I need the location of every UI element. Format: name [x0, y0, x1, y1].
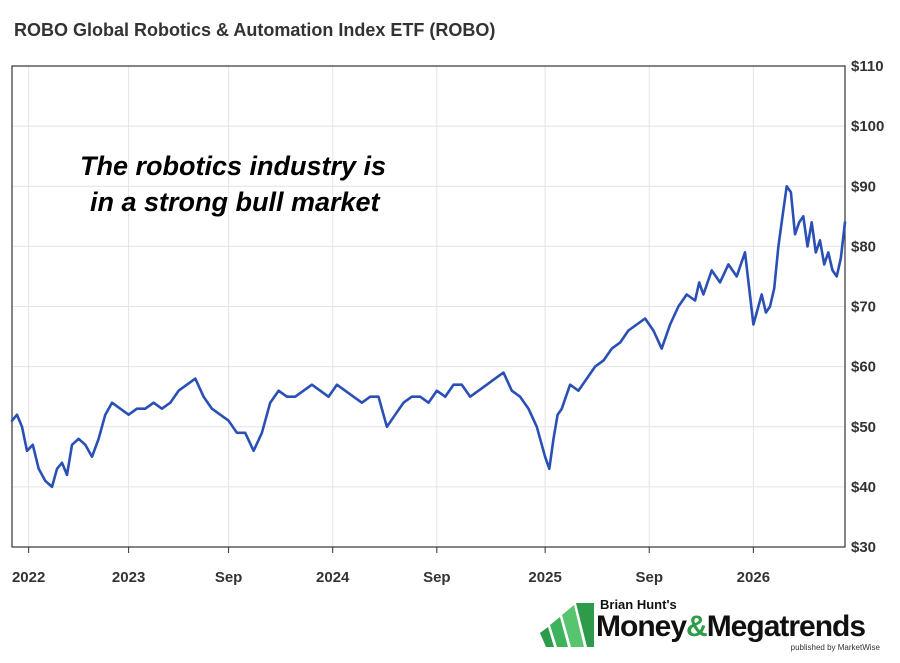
brand-logo: Brian Hunt's Money&Megatrends published …: [540, 596, 885, 656]
x-tick-label: 2024: [316, 569, 350, 586]
logo-main-text: Money&Megatrends: [596, 610, 866, 644]
logo-sub-text: published by MarketWise: [790, 643, 880, 652]
x-tick-label: 2026: [737, 569, 770, 586]
x-tick-label: Sep: [215, 569, 243, 586]
y-tick-label: $30: [851, 539, 876, 556]
y-tick-label: $100: [851, 118, 884, 135]
y-tick-label: $50: [851, 419, 876, 436]
logo-money: Money: [596, 610, 687, 643]
x-tick-label: Sep: [423, 569, 451, 586]
y-tick-label: $60: [851, 359, 876, 376]
y-tick-label: $40: [851, 479, 876, 496]
x-tick-label: 2025: [528, 569, 561, 586]
logo-megatrends: Megatrends: [706, 610, 866, 643]
x-tick-label: Sep: [635, 569, 663, 586]
price-line: [10, 185, 847, 489]
annotation-line-2: in a strong bull market: [90, 187, 380, 217]
logo-top-text: Brian Hunt's: [600, 597, 677, 612]
logo-amp: &: [686, 610, 708, 643]
y-tick-label: $110: [851, 58, 884, 75]
y-tick-label: $80: [851, 238, 876, 255]
plot-frame: [11, 65, 846, 548]
annotation-line-1: The robotics industry is: [80, 151, 387, 181]
y-tick-label: $70: [851, 299, 876, 316]
y-tick-label: $90: [851, 178, 876, 195]
x-tick-label: 2022: [12, 569, 45, 586]
chart-title: ROBO Global Robotics & Automation Index …: [14, 20, 496, 40]
x-tick-label: 2023: [112, 569, 145, 586]
logo-bars-icon: [540, 603, 594, 647]
